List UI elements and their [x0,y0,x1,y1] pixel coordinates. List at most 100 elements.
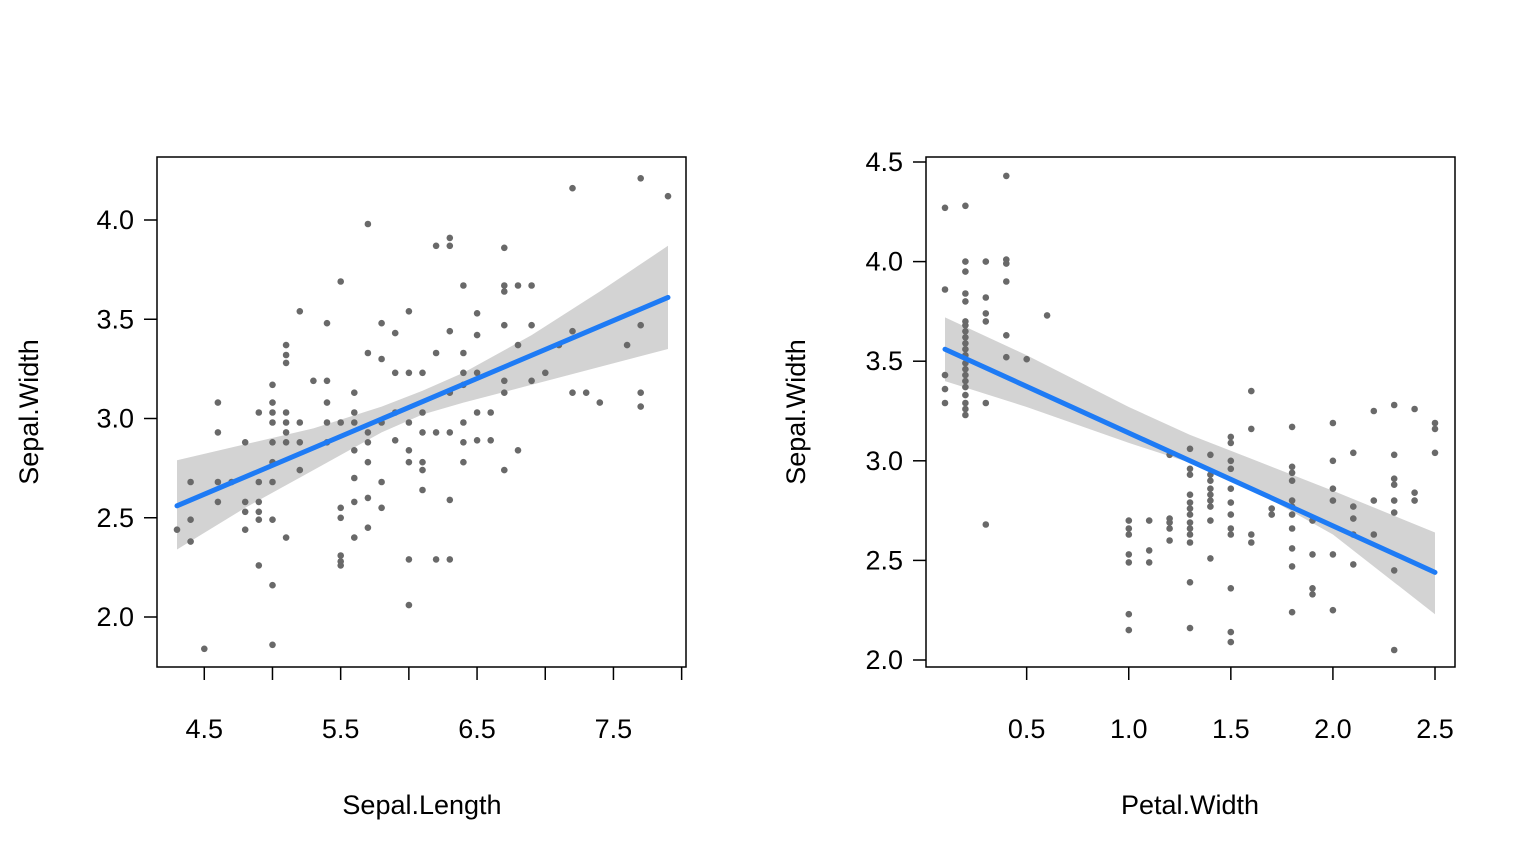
data-point [1207,491,1214,499]
data-point [419,466,426,474]
data-point [201,645,208,653]
data-point [962,365,969,373]
data-point [473,310,481,317]
data-point [1431,419,1439,427]
data-point [1186,579,1194,586]
data-point [1288,511,1296,518]
data-point [1227,525,1235,532]
x-tick-label: 1.5 [1212,714,1250,744]
data-point [1227,465,1235,473]
data-point [1248,531,1255,538]
y-axis-title: Sepal.Width [14,339,44,485]
data-point [962,405,969,413]
data-point [501,377,508,385]
data-point [405,369,413,377]
data-point [419,486,426,494]
data-point [962,334,969,341]
x-tick-label: 2.5 [1416,714,1454,744]
x-tick-label: 4.5 [186,714,224,744]
data-point [351,409,358,416]
data-point [1288,477,1296,485]
data-point [962,298,969,305]
data-point [432,242,440,250]
data-point [337,562,345,569]
data-point [1350,503,1357,510]
data-point [501,321,508,329]
data-point [255,498,263,506]
data-point [1003,278,1010,285]
data-point [1350,561,1357,568]
y-tick-label: 3.0 [865,446,903,476]
points-group [173,175,672,653]
data-point [1329,497,1337,504]
data-point [323,419,331,426]
data-point [255,562,263,569]
data-point [1431,449,1439,457]
data-point [241,439,249,446]
data-point [214,498,222,506]
data-point [569,184,576,192]
data-point [1186,471,1194,479]
data-point [1227,531,1235,538]
data-point [405,556,413,563]
y-tick-label: 3.5 [96,304,134,334]
data-point [1186,445,1194,453]
data-point [514,341,522,349]
data-point [296,419,304,426]
data-point [1227,638,1235,646]
data-point [310,377,317,385]
data-point [941,286,949,293]
data-point [419,429,426,436]
data-point [1207,555,1214,562]
data-point [1207,497,1214,504]
data-point [1227,499,1235,506]
data-point [269,381,276,389]
data-point [501,466,508,474]
data-point [1043,312,1051,319]
data-point [269,581,276,589]
data-point [1207,517,1214,524]
data-point [1186,465,1194,473]
data-point [1248,425,1255,433]
data-point [282,409,290,416]
data-point [364,494,372,502]
data-point [962,258,969,265]
data-point [962,322,969,329]
data-point [269,409,276,416]
data-point [187,478,194,486]
data-point [962,377,969,385]
data-point [351,447,358,454]
x-axis-title: Petal.Width [1121,790,1259,820]
data-point [982,310,990,317]
data-point [405,458,413,466]
data-point [296,439,304,446]
data-point [1125,517,1133,524]
data-point [1227,457,1235,465]
x-tick-label: 6.5 [458,714,496,744]
data-point [569,389,576,397]
data-point [1207,503,1214,510]
data-point [269,419,276,426]
fit-line [174,294,671,509]
data-point [1166,537,1173,544]
chart-panel-1: 4.5 5.5 6.5 7.5 2.0 2.5 3.0 3.5 4.0 Sepal.Length S… [14,156,687,820]
data-point [337,552,345,559]
data-point [1309,551,1316,558]
data-point [473,409,481,416]
data-point [432,349,440,357]
data-point [1227,628,1235,636]
data-point [1288,525,1296,532]
data-point [1350,515,1357,522]
data-point [446,234,454,242]
data-point [214,399,222,406]
data-point [1125,551,1133,558]
data-point [962,383,969,391]
data-point [664,192,672,200]
chart-panel-2: 0.5 1.0 1.5 2.0 2.5 2.0 2.5 3.0 3.5 4.0 4.5 Petal.W… [781,147,1456,820]
data-point [282,419,290,426]
data-point [1370,407,1378,415]
data-point [1207,451,1214,459]
data-point [1186,525,1194,532]
x-tick-label: 1.0 [1110,714,1148,744]
data-point [941,399,949,407]
